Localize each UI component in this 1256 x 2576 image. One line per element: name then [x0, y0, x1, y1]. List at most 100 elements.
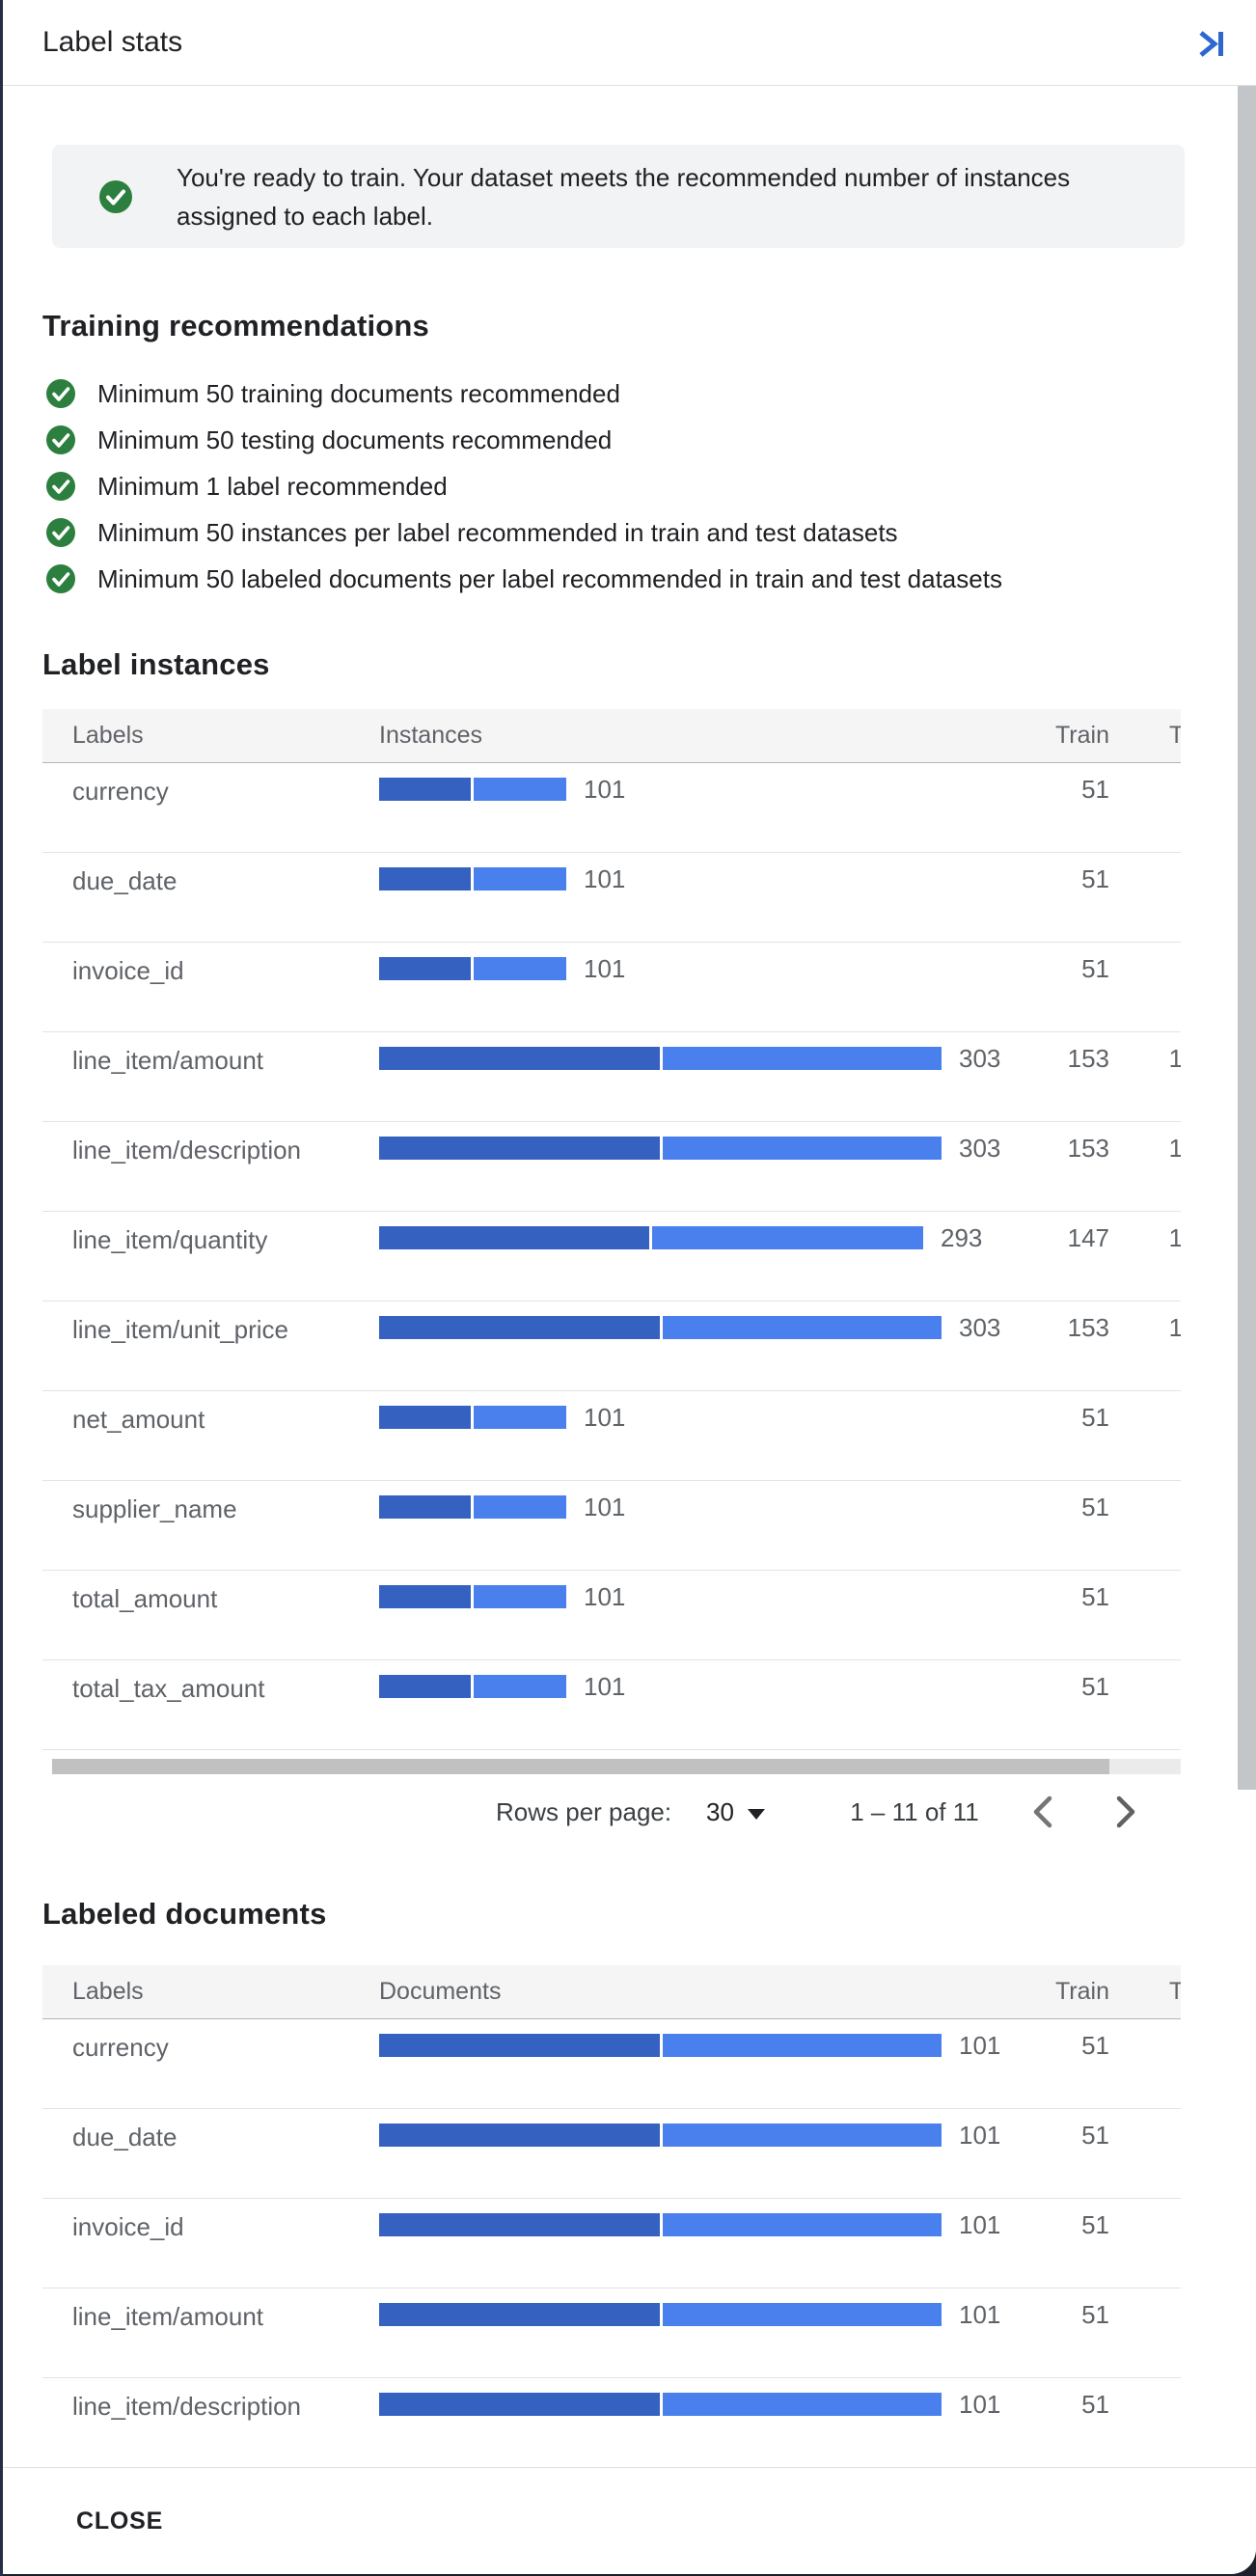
- stacked-bar: [379, 2034, 942, 2057]
- train-bar-segment: [379, 957, 471, 980]
- row-label: line_item/description: [72, 2392, 302, 2421]
- table-header-row: Labels Documents Train Test: [42, 1965, 1181, 2019]
- training-recommendations-heading: Training recommendations: [42, 309, 429, 343]
- train-count: 147: [1067, 1223, 1109, 1252]
- previous-page-button[interactable]: [1025, 1793, 1064, 1831]
- table-row: currency 101 5150: [42, 2019, 1181, 2109]
- horizontal-scrollbar-thumb[interactable]: [52, 1759, 1109, 1774]
- column-header-labels: Labels: [72, 722, 144, 749]
- next-page-button[interactable]: [1105, 1793, 1143, 1831]
- check-circle-icon: [46, 379, 75, 408]
- table-row: currency 101 5150: [42, 763, 1181, 853]
- table-row: line_item/quantity 293 147 146: [42, 1212, 1181, 1302]
- dropdown-caret-icon: [747, 1808, 765, 1820]
- label-instances-table: Labels Instances Train Test currency 101 5…: [42, 709, 1181, 1750]
- column-header-labels: Labels: [72, 1978, 144, 2005]
- stacked-bar: [379, 1585, 566, 1608]
- total-value: 101: [959, 2031, 1001, 2060]
- total-value: 293: [941, 1223, 983, 1252]
- total-value: 101: [584, 1403, 626, 1432]
- horizontal-scrollbar[interactable]: [52, 1759, 1181, 1774]
- rows-per-page-label: Rows per page:: [496, 1797, 672, 1826]
- row-label: invoice_id: [72, 2212, 184, 2241]
- table-row: line_item/description 101 5150: [42, 2378, 1181, 2468]
- table-row: line_item/amount 303 153 150: [42, 1032, 1181, 1122]
- total-value: 101: [959, 2300, 1001, 2329]
- test-bar-segment: [474, 1495, 566, 1519]
- vertical-scrollbar[interactable]: [1237, 86, 1256, 2466]
- test-count: 50: [1114, 2210, 1181, 2239]
- column-header-documents: Documents: [379, 1978, 502, 2005]
- row-label: currency: [72, 777, 169, 806]
- stacked-bar: [379, 778, 566, 801]
- stacked-bar: [379, 867, 566, 891]
- test-count: 50: [1114, 2390, 1181, 2419]
- test-bar-segment: [663, 2034, 942, 2057]
- collapse-panel-button[interactable]: [1191, 25, 1230, 64]
- recommendation-item: Minimum 50 instances per label recommend…: [46, 509, 1156, 556]
- stacked-bar: [379, 1406, 566, 1429]
- table-row: due_date 101 5150: [42, 2109, 1181, 2199]
- pagination-bar: Rows per page: 30 1 – 11 of 11: [3, 1785, 1181, 1839]
- recommendation-text: Minimum 50 training documents recommende…: [97, 378, 620, 408]
- test-bar-segment: [663, 2393, 942, 2416]
- train-bar-segment: [379, 1406, 471, 1429]
- table-row: invoice_id 101 5150: [42, 943, 1181, 1032]
- check-circle-icon: [46, 564, 75, 593]
- train-count: 51: [1081, 2300, 1109, 2329]
- train-count: 51: [1081, 954, 1109, 983]
- close-button[interactable]: CLOSE: [72, 2500, 167, 2542]
- page-title: Label stats: [42, 26, 183, 58]
- row-label: total_tax_amount: [72, 1674, 265, 1703]
- label-stats-panel: Label stats You're ready to train. Your …: [3, 0, 1256, 2574]
- row-label: supplier_name: [72, 1494, 237, 1523]
- train-bar-segment: [379, 1047, 660, 1070]
- test-count: 50: [1114, 1582, 1181, 1611]
- total-value: 303: [959, 1044, 1001, 1073]
- total-value: 101: [584, 1672, 626, 1701]
- row-label: invoice_id: [72, 956, 184, 985]
- table-row: due_date 101 5150: [42, 853, 1181, 943]
- train-count: 51: [1081, 864, 1109, 893]
- recommendation-text: Minimum 50 labeled documents per label r…: [97, 563, 1002, 593]
- row-label: line_item/amount: [72, 2302, 263, 2331]
- vertical-scrollbar-thumb[interactable]: [1238, 86, 1256, 1790]
- train-count: 51: [1081, 1672, 1109, 1701]
- train-bar-segment: [379, 1226, 649, 1249]
- row-label: total_amount: [72, 1584, 218, 1613]
- train-bar-segment: [379, 2124, 660, 2147]
- test-bar-segment: [474, 867, 566, 891]
- test-count: 50: [1114, 2121, 1181, 2150]
- stacked-bar: [379, 1316, 942, 1339]
- row-label: net_amount: [72, 1405, 205, 1434]
- stacked-bar: [379, 1137, 942, 1160]
- test-bar-segment: [474, 957, 566, 980]
- test-bar-segment: [474, 1585, 566, 1608]
- page-left-edge: [0, 0, 3, 2576]
- stacked-bar: [379, 1495, 566, 1519]
- stacked-bar: [379, 1047, 942, 1070]
- chevron-right-icon: [1116, 1795, 1135, 1828]
- stacked-bar: [379, 2124, 942, 2147]
- labeled-documents-table: Labels Documents Train Test currency 101 5…: [42, 1965, 1181, 2468]
- rows-per-page-select[interactable]: 30: [706, 1785, 765, 1839]
- test-bar-segment: [663, 1316, 942, 1339]
- check-circle-icon: [46, 425, 75, 454]
- recommendations-list: Minimum 50 training documents recommende…: [46, 370, 1156, 602]
- total-value: 101: [584, 864, 626, 893]
- chevron-left-icon: [1033, 1795, 1052, 1828]
- test-count: 146: [1168, 1223, 1181, 1252]
- test-count: 50: [1114, 1403, 1181, 1432]
- stacked-bar: [379, 1226, 923, 1249]
- labeled-documents-heading: Labeled documents: [42, 1897, 327, 1931]
- column-header-train: Train: [1054, 722, 1109, 749]
- train-bar-segment: [379, 2213, 660, 2236]
- row-label: due_date: [72, 866, 177, 895]
- table-row: line_item/description 303 153 150: [42, 1122, 1181, 1212]
- test-bar-segment: [663, 2303, 942, 2326]
- train-count: 51: [1081, 2121, 1109, 2150]
- table-header-row: Labels Instances Train Test: [42, 709, 1181, 763]
- test-count: 50: [1114, 1493, 1181, 1521]
- row-label: line_item/description: [72, 1136, 302, 1165]
- total-value: 101: [584, 954, 626, 983]
